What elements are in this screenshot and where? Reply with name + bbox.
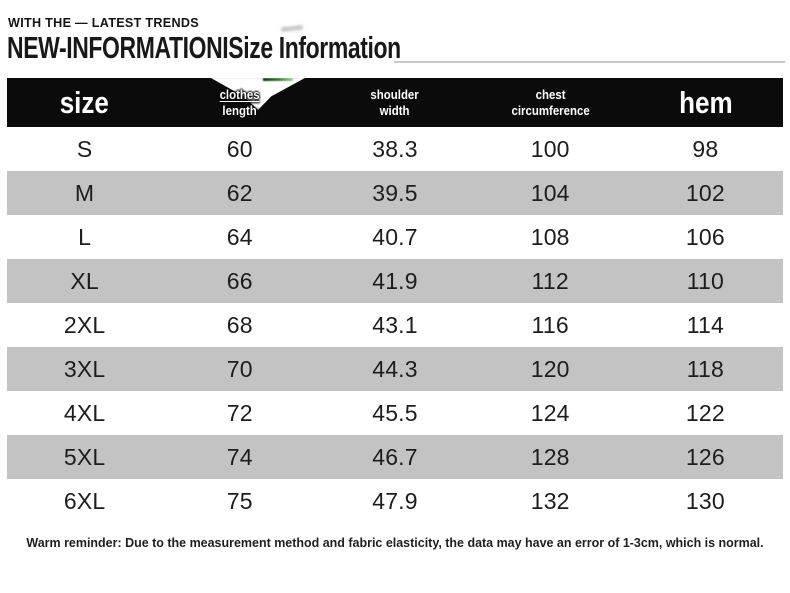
hem-value: 102 [685, 179, 725, 206]
shoulder-width-value: 44.3 [372, 355, 418, 382]
chest-circumference-value: 124 [530, 399, 570, 426]
clothes-length-value: 74 [226, 443, 253, 470]
size-label: 3XL [63, 355, 106, 382]
size-label: 2XL [63, 311, 106, 338]
chest-circumference-value: 132 [530, 487, 570, 514]
clothes-length-value: 62 [226, 179, 253, 206]
shoulder-width-value: 45.5 [372, 399, 418, 426]
column-header-size: size [59, 84, 110, 120]
shoulder-width-value: 47.9 [372, 487, 418, 514]
size-label: 5XL [63, 443, 106, 470]
size-label: S [76, 135, 93, 162]
clothes-length-value: 66 [226, 267, 253, 294]
chest-circumference-value: 120 [530, 355, 570, 382]
chest-circumference-value: 116 [531, 311, 569, 338]
size-label: 4XL [63, 399, 106, 426]
table-row-l: L 64 40.7 108 106 [7, 215, 783, 259]
table-row-5xl: 5XL 74 46.7 128 126 [7, 435, 783, 479]
shoulder-width-value: 46.7 [372, 443, 418, 470]
shoulder-width-value: 39.5 [372, 179, 418, 206]
heading-underline [394, 61, 785, 63]
size-table-header-row: size clothes length shoulder width chest… [7, 78, 783, 127]
hem-value: 110 [686, 267, 725, 294]
table-row-2xl: 2XL 68 43.1 116 114 [7, 303, 783, 347]
chest-circumference-value: 104 [530, 179, 570, 206]
warm-reminder-note: Warm reminder: Due to the measurement me… [26, 535, 764, 550]
hem-value: 106 [685, 223, 725, 250]
image-artifact-green-edge [263, 78, 293, 81]
size-table-body: S 60 38.3 100 98 M 62 39.5 104 102 L 64 … [7, 127, 783, 523]
hem-value: 118 [686, 355, 725, 382]
table-row-m: M 62 39.5 104 102 [7, 171, 783, 215]
tagline: WITH THE — LATEST TRENDS [8, 15, 199, 30]
column-header-shoulder-width: shoulder width [370, 86, 420, 118]
shoulder-width-value: 38.3 [372, 135, 418, 162]
table-row-s: S 60 38.3 100 98 [7, 127, 783, 171]
size-label: 6XL [63, 487, 106, 514]
table-row-4xl: 4XL 72 45.5 124 122 [7, 391, 783, 435]
table-row-3xl: 3XL 70 44.3 120 118 [7, 347, 783, 391]
chest-circumference-value: 100 [530, 135, 570, 162]
chest-circumference-value: 112 [531, 267, 569, 294]
hem-value: 98 [692, 135, 719, 162]
clothes-length-value: 60 [226, 135, 253, 162]
chest-circumference-value: 108 [530, 223, 570, 250]
column-header-hem: hem [678, 84, 733, 120]
hem-value: 114 [686, 311, 725, 338]
column-header-clothes-length: clothes length [219, 86, 260, 118]
shoulder-width-value: 40.7 [372, 223, 418, 250]
size-label: XL [70, 267, 99, 294]
table-row-xl: XL 66 41.9 112 110 [7, 259, 783, 303]
shoulder-width-value: 41.9 [372, 267, 418, 294]
shoulder-width-value: 43.1 [372, 311, 418, 338]
column-header-chest-circumference: chest circumference [511, 86, 590, 118]
clothes-length-value: 75 [226, 487, 253, 514]
table-row-6xl: 6XL 75 47.9 132 130 [7, 479, 783, 523]
clothes-length-value: 68 [226, 311, 253, 338]
page-title: NEW-INFORMATIONISize Information [7, 30, 401, 65]
clothes-length-value: 72 [226, 399, 253, 426]
size-label: M [74, 179, 95, 206]
clothes-length-value: 64 [226, 223, 253, 250]
size-label: L [78, 223, 92, 250]
hem-value: 122 [685, 399, 725, 426]
size-table: size clothes length shoulder width chest… [7, 78, 783, 523]
chest-circumference-value: 128 [530, 443, 570, 470]
clothes-length-value: 70 [226, 355, 253, 382]
hem-value: 130 [685, 487, 725, 514]
hem-value: 126 [685, 443, 725, 470]
